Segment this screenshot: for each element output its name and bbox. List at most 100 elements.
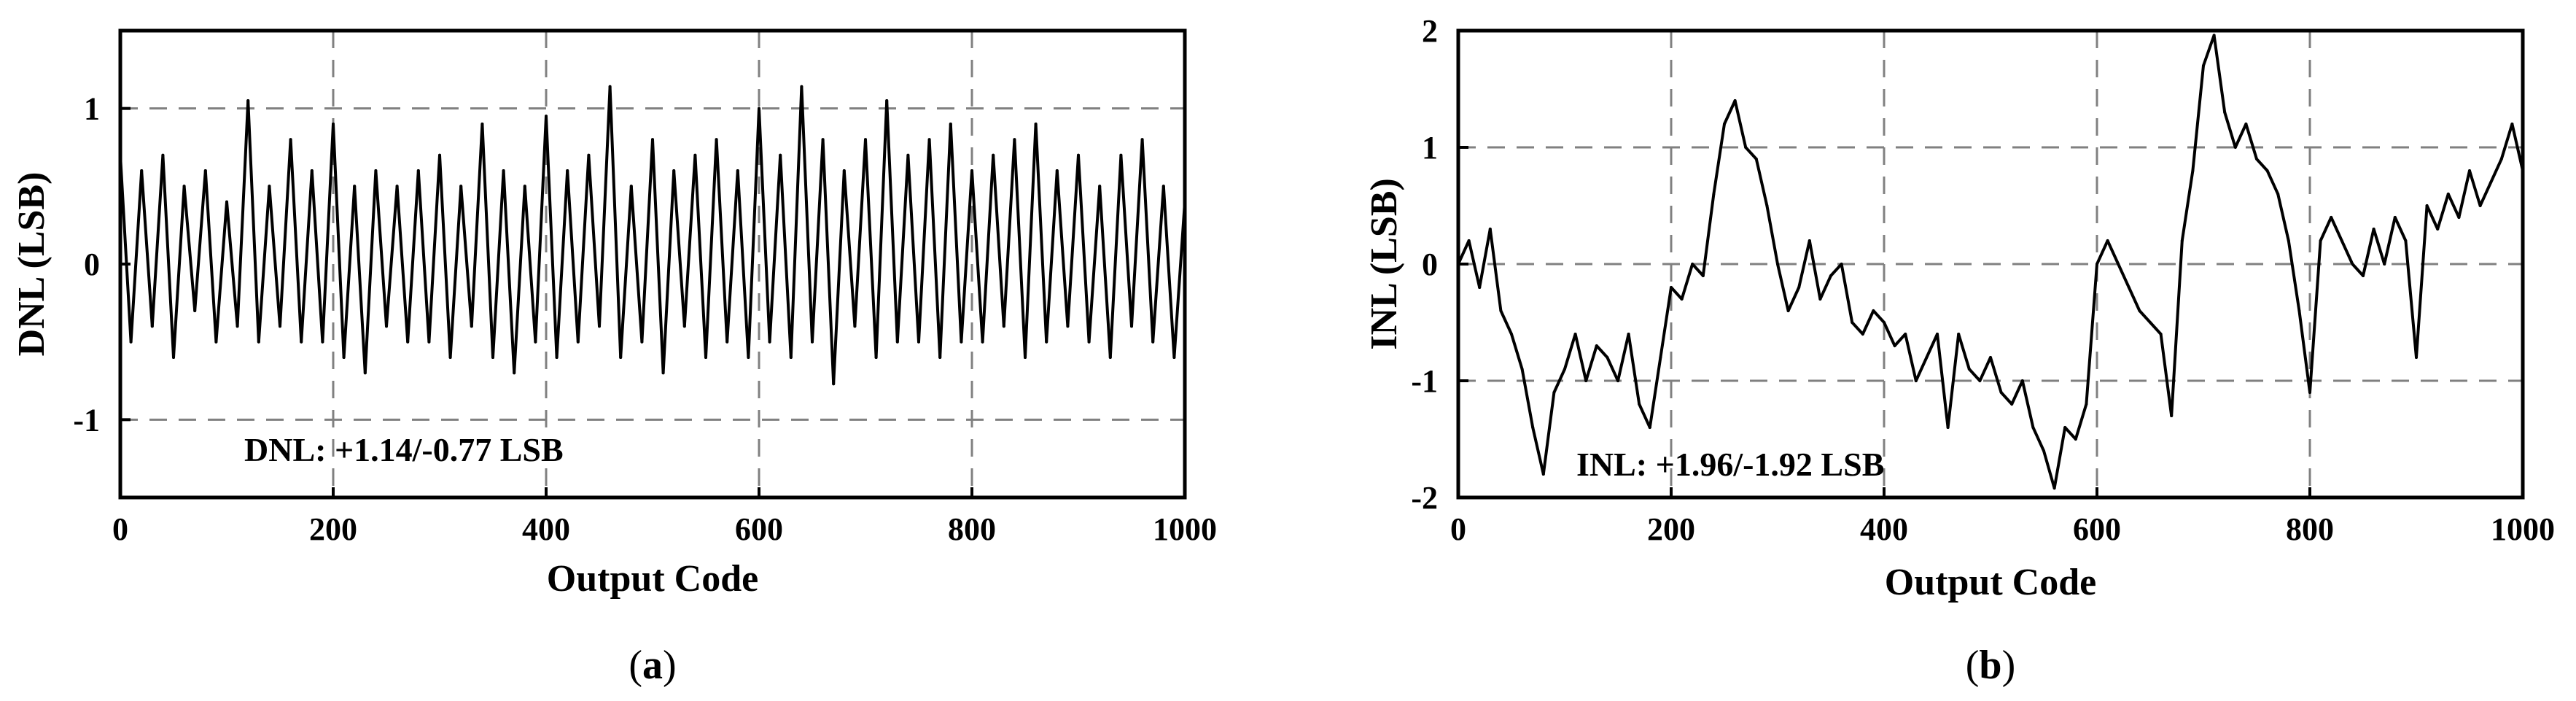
inl-xtick-label-400: 400 bbox=[1860, 511, 1908, 547]
inl-trace-segment-80 bbox=[2308, 239, 2322, 394]
dnl-trace-segment-81 bbox=[981, 153, 995, 344]
dnl-trace-segment-68 bbox=[842, 169, 857, 328]
dnl-trace-segment-92 bbox=[1098, 185, 1112, 359]
dnl-xtick-label-200: 200 bbox=[309, 511, 357, 547]
inl-trace-segment-52 bbox=[2010, 379, 2024, 406]
dnl-trace-segment-30 bbox=[438, 153, 452, 359]
inl-trace-segment-22 bbox=[1691, 263, 1705, 277]
dnl-trace-segment-67 bbox=[832, 169, 846, 386]
dnl-trace-segment-14 bbox=[268, 185, 281, 328]
dnl-trace-segment-42 bbox=[566, 169, 580, 344]
dnl-trace-segment-82 bbox=[992, 153, 1005, 328]
dnl-xtick-label-600: 600 bbox=[735, 511, 783, 547]
caption-a-label: a bbox=[642, 643, 663, 688]
inl-trace-segment-75 bbox=[2255, 158, 2269, 172]
dnl-trace-segment-65 bbox=[811, 138, 825, 344]
dnl-trace-segment-15 bbox=[279, 138, 292, 328]
inl-trace-segment-38 bbox=[1861, 309, 1875, 336]
inl-trace-segment-55 bbox=[2042, 449, 2056, 490]
dnl-trace-segment-96 bbox=[1140, 138, 1155, 344]
inl-trace-segment-32 bbox=[1797, 239, 1811, 289]
inl-trace-segment-76 bbox=[2265, 169, 2280, 195]
caption-b-label: b bbox=[1979, 643, 2001, 688]
inl-trace-segment-21 bbox=[1680, 263, 1694, 301]
dnl-trace-segment-73 bbox=[895, 153, 910, 344]
dnl-trace-segment-7 bbox=[193, 169, 207, 312]
inl-trace-segment-96 bbox=[2478, 181, 2493, 207]
dnl-xtick-label-400: 400 bbox=[522, 511, 570, 547]
inl-trace-segment-6 bbox=[1520, 368, 1535, 429]
dnl-trace-segment-26 bbox=[395, 185, 410, 344]
dnl-trace-segment-4 bbox=[161, 153, 175, 359]
inl-trace-segment-25 bbox=[1723, 99, 1737, 125]
inl-trace-segment-86 bbox=[2372, 228, 2386, 266]
dnl-trace-segment-64 bbox=[800, 85, 814, 344]
inl-x-axis-label: Output Code bbox=[1885, 562, 2096, 603]
dnl-trace-segment-6 bbox=[182, 185, 197, 312]
inl-trace-segment-58 bbox=[2074, 403, 2088, 441]
dnl-trace-segment-35 bbox=[491, 169, 505, 359]
inl-trace-segment-46 bbox=[1946, 333, 1961, 429]
dnl-trace-segment-10 bbox=[225, 200, 239, 328]
inl-trace-segment-91 bbox=[2425, 204, 2440, 231]
dnl-trace-segment-44 bbox=[587, 153, 601, 328]
inl-trace-segment-47 bbox=[1957, 333, 1971, 371]
inl-trace-segment-30 bbox=[1776, 263, 1790, 312]
inl-trace-segment-74 bbox=[2244, 123, 2258, 160]
inl-trace-segment-10 bbox=[1563, 333, 1577, 371]
dnl-x-tick-labels: 0 200 400 600 800 1000 bbox=[112, 511, 1217, 547]
inl-trace-segment-34 bbox=[1818, 274, 1832, 301]
inl-ytick-label-0: 0 bbox=[1422, 247, 1438, 282]
inl-trace-segment-33 bbox=[1808, 239, 1822, 301]
dnl-trace-segment-41 bbox=[555, 169, 569, 359]
inl-trace-segment-68 bbox=[2180, 169, 2195, 242]
inl-trace-segment-2 bbox=[1478, 228, 1492, 289]
inl-trace-segment-57 bbox=[2063, 426, 2077, 441]
dnl-y-axis-label: DNL (LSB) bbox=[11, 172, 52, 357]
inl-trace-segment-97 bbox=[2489, 158, 2503, 184]
inl-xtick-label-200: 200 bbox=[1647, 511, 1695, 547]
dnl-trace-segment-54 bbox=[693, 153, 707, 359]
dnl-trace-segment-32 bbox=[459, 185, 473, 328]
inl-trace-segment-4 bbox=[1499, 309, 1513, 336]
inl-trace-segment-71 bbox=[2212, 34, 2227, 114]
dnl-trace-segment-76 bbox=[927, 138, 942, 359]
inl-chart-panel: 0 200 400 600 800 1000 2 1 0 -1 -2 Output Code IN… bbox=[1363, 13, 2555, 688]
dnl-ytick-label-1: 1 bbox=[84, 91, 100, 127]
inl-ytick-label-m1: -1 bbox=[1411, 363, 1438, 399]
dnl-trace-segment-95 bbox=[1130, 138, 1144, 328]
dnl-xtick-label-0: 0 bbox=[112, 511, 128, 547]
inl-trace-segment-31 bbox=[1786, 286, 1801, 312]
dnl-trace-segment-33 bbox=[470, 123, 484, 328]
dnl-trace-segment-72 bbox=[885, 99, 899, 344]
dnl-trace-segment-77 bbox=[938, 123, 952, 359]
inl-trace-segment-39 bbox=[1872, 309, 1886, 324]
dnl-trace-segment-43 bbox=[576, 153, 591, 344]
inl-trace-segment-70 bbox=[2202, 34, 2216, 67]
dnl-trace-segment-47 bbox=[619, 185, 633, 359]
inl-trace-segment-42 bbox=[1904, 333, 1918, 382]
dnl-trace-segment-8 bbox=[203, 169, 218, 344]
dnl-trace-segment-48 bbox=[629, 185, 644, 344]
dnl-x-axis-label: Output Code bbox=[547, 558, 758, 600]
dnl-trace-segment-69 bbox=[853, 138, 867, 328]
dnl-trace-segment-52 bbox=[672, 169, 686, 328]
dnl-xtick-label-1000: 1000 bbox=[1153, 511, 1217, 547]
inl-ytick-label-m2: -2 bbox=[1411, 480, 1438, 516]
inl-trace-segment-69 bbox=[2191, 64, 2205, 172]
dnl-trace-segment-58 bbox=[736, 169, 750, 359]
caption-a-close: ) bbox=[663, 643, 677, 688]
dnl-trace-segment-97 bbox=[1151, 185, 1165, 344]
inl-trace-segment-24 bbox=[1712, 123, 1726, 195]
inl-xtick-label-1000: 1000 bbox=[2491, 511, 2555, 547]
inl-trace-segment-88 bbox=[2393, 216, 2408, 242]
dnl-xtick-label-800: 800 bbox=[948, 511, 996, 547]
dnl-tick-marks bbox=[119, 106, 1186, 497]
dnl-trace-segment-3 bbox=[150, 153, 165, 328]
inl-xtick-label-800: 800 bbox=[2286, 511, 2334, 547]
dnl-grid bbox=[120, 31, 1185, 497]
dnl-plot-frame bbox=[118, 28, 1187, 500]
dnl-trace-segment-24 bbox=[374, 169, 388, 328]
dnl-ytick-label-0: 0 bbox=[84, 247, 100, 282]
